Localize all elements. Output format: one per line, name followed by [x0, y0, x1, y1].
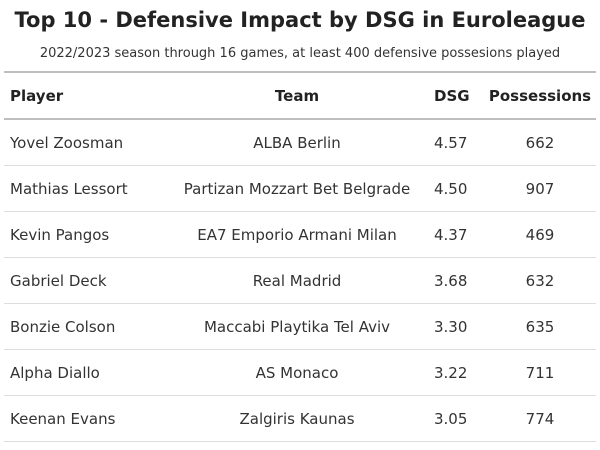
team-cell: Partizan Mozzart Bet Belgrade	[162, 165, 432, 212]
chart-subtitle: 2022/2023 season through 16 games, at le…	[39, 46, 561, 61]
team-cell: AS Monaco	[162, 349, 432, 396]
column-header-player: Player	[4, 72, 162, 120]
player-cell: Mathias Lessort	[4, 165, 162, 212]
team-cell: EA7 Emporio Armani Milan	[162, 211, 432, 258]
player-cell: Bonzie Colson	[4, 303, 162, 350]
header-row: Player Team DSG Possessions	[4, 72, 596, 120]
possessions-cell: 635	[484, 303, 596, 350]
dsg-cell: 4.50	[432, 165, 484, 212]
table-row: Yovel Zoosman ALBA Berlin 4.57 662	[4, 119, 596, 166]
table-body: Yovel Zoosman ALBA Berlin 4.57 662 Mathias L…	[4, 119, 596, 442]
dsg-cell: 3.30	[432, 303, 484, 350]
possessions-cell: 711	[484, 349, 596, 396]
table-row: Bonzie Colson Maccabi Playtika Tel Aviv 3.…	[4, 303, 596, 350]
table-row: Gabriel Deck Real Madrid 3.68 632	[4, 257, 596, 304]
possessions-cell: 662	[484, 119, 596, 166]
possessions-cell: 469	[484, 211, 596, 258]
data-table: Player Team DSG Possessions Yovel Zoosma…	[4, 71, 596, 442]
table-row: Alpha Diallo AS Monaco 3.22 711	[4, 349, 596, 396]
column-header-team: Team	[162, 72, 432, 120]
table-row: Keenan Evans Zalgiris Kaunas 3.05 774	[4, 395, 596, 442]
table-row: Kevin Pangos EA7 Emporio Armani Milan 4.37…	[4, 211, 596, 258]
dsg-cell: 4.37	[432, 211, 484, 258]
player-cell: Kevin Pangos	[4, 211, 162, 258]
column-header-possessions: Possessions	[484, 72, 596, 120]
player-cell: Gabriel Deck	[4, 257, 162, 304]
team-cell: Zalgiris Kaunas	[162, 395, 432, 442]
chart-title: Top 10 - Defensive Impact by DSG in Euro…	[14, 8, 586, 32]
possessions-cell: 632	[484, 257, 596, 304]
possessions-cell: 774	[484, 395, 596, 442]
player-cell: Yovel Zoosman	[4, 119, 162, 166]
possessions-cell: 907	[484, 165, 596, 212]
dsg-cell: 4.57	[432, 119, 484, 166]
player-cell: Keenan Evans	[4, 395, 162, 442]
table-row: Mathias Lessort Partizan Mozzart Bet Belg…	[4, 165, 596, 212]
team-cell: ALBA Berlin	[162, 119, 432, 166]
dsg-cell: 3.05	[432, 395, 484, 442]
dsg-cell: 3.68	[432, 257, 484, 304]
column-header-dsg: DSG	[432, 72, 484, 120]
player-cell: Alpha Diallo	[4, 349, 162, 396]
team-cell: Real Madrid	[162, 257, 432, 304]
dsg-cell: 3.22	[432, 349, 484, 396]
team-cell: Maccabi Playtika Tel Aviv	[162, 303, 432, 350]
